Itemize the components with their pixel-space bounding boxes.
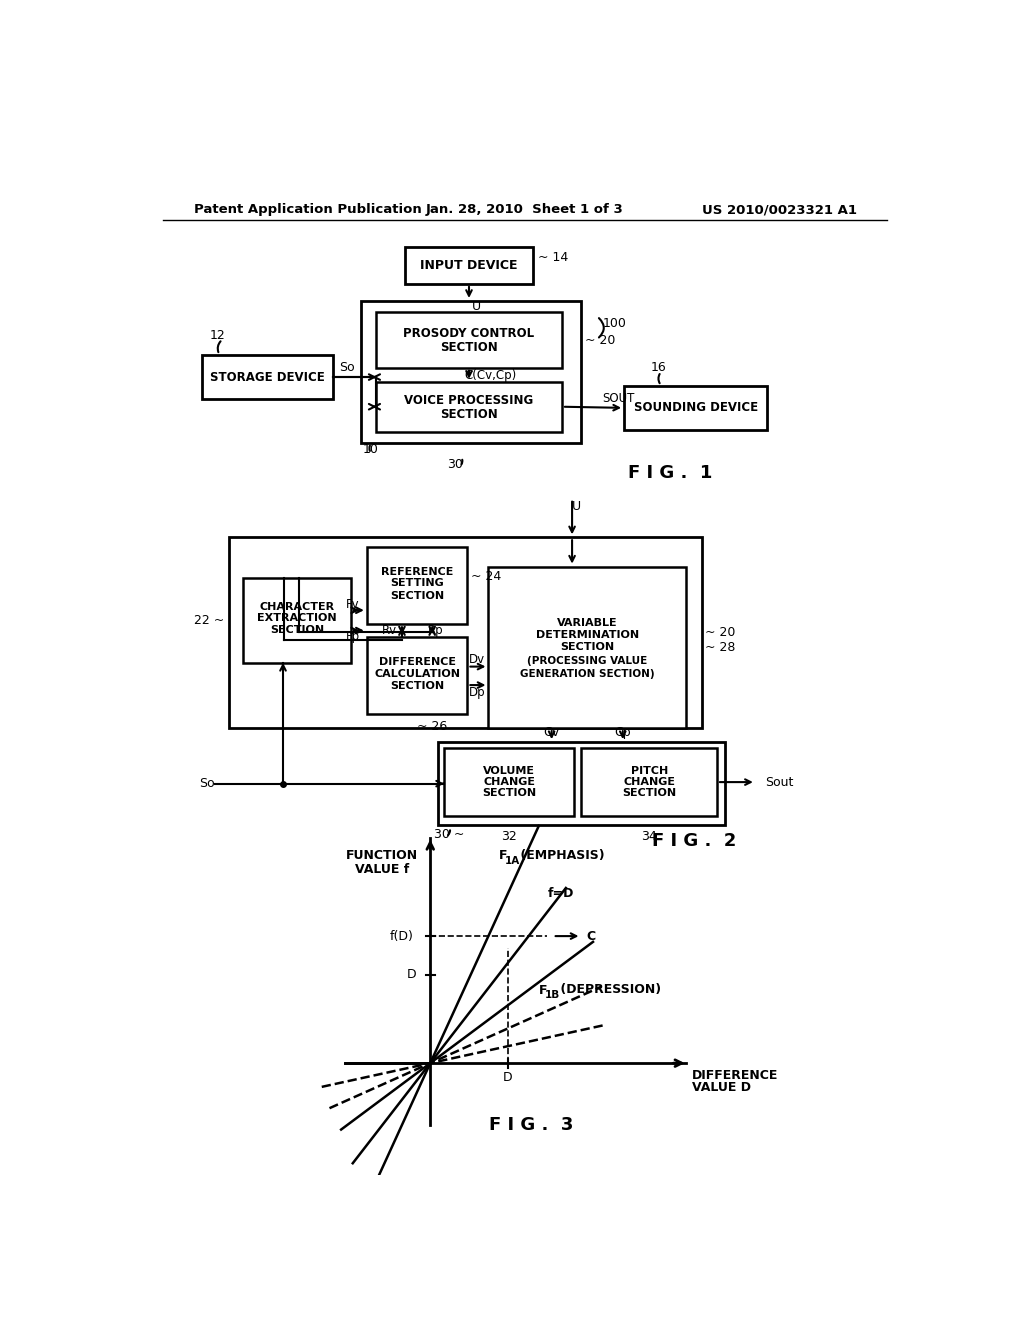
Text: D: D (503, 1071, 513, 1084)
Text: SECTION: SECTION (623, 788, 676, 797)
FancyBboxPatch shape (367, 638, 467, 714)
Text: 12: 12 (209, 329, 225, 342)
Text: 10: 10 (362, 444, 379, 455)
Text: PITCH: PITCH (631, 767, 668, 776)
Text: FUNCTION: FUNCTION (346, 849, 418, 862)
Text: SOUNDING DEVICE: SOUNDING DEVICE (634, 401, 758, 414)
Text: f=D: f=D (548, 887, 574, 900)
Text: D: D (407, 968, 417, 981)
Text: Fv: Fv (346, 598, 359, 611)
Text: 22 ~: 22 ~ (194, 614, 224, 627)
Text: SECTION: SECTION (482, 788, 537, 797)
FancyBboxPatch shape (444, 748, 574, 816)
Text: CALCULATION: CALCULATION (374, 668, 460, 678)
Text: 30 ~: 30 ~ (434, 828, 465, 841)
Text: F: F (499, 849, 507, 862)
FancyBboxPatch shape (228, 537, 701, 729)
Text: US 2010/0023321 A1: US 2010/0023321 A1 (701, 203, 856, 216)
Text: So: So (200, 777, 215, 791)
Text: Patent Application Publication: Patent Application Publication (194, 203, 422, 216)
Text: CHANGE: CHANGE (624, 777, 675, 787)
Text: U: U (472, 300, 481, 313)
Text: C: C (587, 929, 596, 942)
Text: DIFFERENCE: DIFFERENCE (379, 657, 456, 667)
Text: Jan. 28, 2010  Sheet 1 of 3: Jan. 28, 2010 Sheet 1 of 3 (426, 203, 624, 216)
Text: f(D): f(D) (389, 929, 414, 942)
Text: VOICE PROCESSING: VOICE PROCESSING (404, 395, 534, 407)
Text: Dp: Dp (468, 685, 485, 698)
Text: SOUT: SOUT (602, 392, 635, 405)
Text: Rv: Rv (382, 624, 397, 638)
Text: SECTION: SECTION (390, 591, 444, 601)
FancyBboxPatch shape (438, 742, 725, 825)
Text: 1A: 1A (505, 855, 520, 866)
Text: INPUT DEVICE: INPUT DEVICE (420, 259, 518, 272)
Text: PROSODY CONTROL: PROSODY CONTROL (403, 327, 535, 341)
Text: VOLUME: VOLUME (483, 767, 536, 776)
Text: SECTION: SECTION (440, 342, 498, 354)
FancyBboxPatch shape (624, 385, 767, 430)
Text: 32: 32 (502, 830, 517, 843)
FancyBboxPatch shape (488, 566, 686, 729)
FancyBboxPatch shape (360, 301, 582, 444)
Text: 100: 100 (603, 317, 627, 330)
Text: C(Cv,Cp): C(Cv,Cp) (465, 370, 517, 381)
FancyBboxPatch shape (376, 381, 562, 432)
Text: ~ 26: ~ 26 (417, 721, 447, 733)
Text: SECTION: SECTION (270, 626, 324, 635)
Text: Dv: Dv (469, 653, 484, 667)
Text: 30: 30 (447, 458, 463, 471)
FancyBboxPatch shape (582, 748, 717, 816)
Text: ~ 14: ~ 14 (538, 251, 568, 264)
Text: STORAGE DEVICE: STORAGE DEVICE (210, 371, 325, 384)
FancyBboxPatch shape (406, 247, 534, 284)
Text: 34: 34 (641, 830, 657, 843)
Text: ~ 20: ~ 20 (706, 626, 736, 639)
Text: U: U (571, 500, 581, 513)
Text: Rp: Rp (427, 624, 443, 638)
Text: ~ 24: ~ 24 (471, 570, 502, 583)
Text: 16: 16 (651, 362, 667, 375)
Text: DIFFERENCE: DIFFERENCE (692, 1069, 778, 1082)
Text: ~ 28: ~ 28 (706, 640, 736, 653)
Text: SETTING: SETTING (390, 578, 444, 589)
Text: Cv: Cv (544, 726, 560, 739)
Text: F: F (539, 983, 547, 997)
FancyBboxPatch shape (243, 578, 351, 663)
Text: Fp: Fp (346, 630, 359, 643)
Text: F I G .  1: F I G . 1 (629, 463, 713, 482)
Text: EXTRACTION: EXTRACTION (257, 612, 337, 623)
Text: VALUE f: VALUE f (355, 862, 410, 875)
Text: VARIABLE: VARIABLE (557, 618, 617, 628)
Text: REFERENCE: REFERENCE (381, 566, 454, 577)
Text: Cp: Cp (614, 726, 631, 739)
FancyBboxPatch shape (367, 548, 467, 624)
Text: DETERMINATION: DETERMINATION (536, 630, 639, 640)
Text: (EMPHASIS): (EMPHASIS) (515, 849, 604, 862)
Text: GENERATION SECTION): GENERATION SECTION) (520, 668, 654, 678)
Text: Sout: Sout (765, 776, 794, 788)
FancyBboxPatch shape (202, 355, 334, 400)
Text: SECTION: SECTION (390, 681, 444, 690)
FancyBboxPatch shape (376, 313, 562, 368)
Text: ~ 20: ~ 20 (586, 334, 615, 347)
Text: VALUE D: VALUE D (692, 1081, 752, 1094)
Text: CHARACTER: CHARACTER (259, 602, 335, 611)
Text: (DEPRESSION): (DEPRESSION) (556, 983, 660, 997)
Text: SECTION: SECTION (560, 643, 614, 652)
Text: (PROCESSING VALUE: (PROCESSING VALUE (527, 656, 647, 667)
Text: F I G .  3: F I G . 3 (488, 1115, 573, 1134)
Text: So: So (339, 362, 354, 375)
Text: SECTION: SECTION (440, 408, 498, 421)
Text: CHANGE: CHANGE (483, 777, 536, 787)
Text: 1B: 1B (545, 990, 560, 1001)
Text: F I G .  2: F I G . 2 (651, 832, 736, 850)
